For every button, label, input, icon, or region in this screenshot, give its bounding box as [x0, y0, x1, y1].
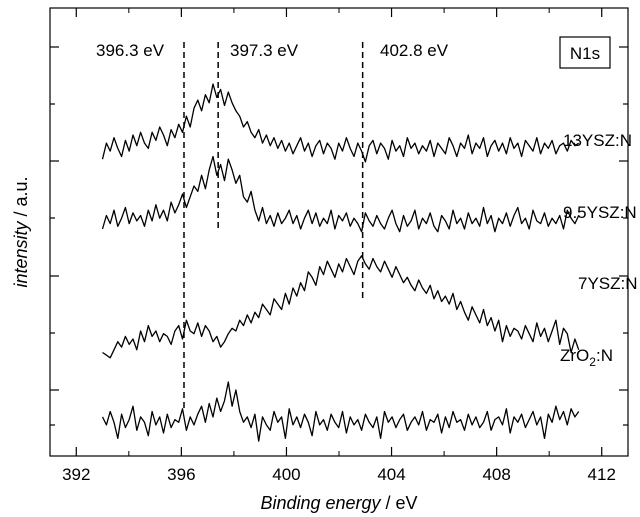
x-tick-label: 404 — [377, 465, 405, 484]
core-level-label: N1s — [570, 44, 600, 63]
reference-line-label: 402.8 eV — [380, 41, 449, 60]
reference-line-label: 396.3 eV — [96, 41, 165, 60]
series-label: ZrO2:N — [560, 346, 613, 369]
core-level-box — [559, 36, 611, 69]
series-line-95yszn — [101, 155, 580, 233]
x-tick-label: 396 — [167, 465, 195, 484]
annotations: ZrO2:N 7YSZ:N 9.5YSZ:N 13YSZ:N 396.3 eV 397.3… — [96, 36, 638, 412]
axes: 392 396 400 404 408 412 Binding energy / eV int… — [11, 7, 629, 513]
plot-frame — [49, 7, 629, 457]
series-line-13yszn — [101, 83, 580, 163]
series-label: 13YSZ:N — [563, 131, 632, 150]
x-tick-label: 412 — [588, 465, 616, 484]
x-tick-label: 400 — [272, 465, 300, 484]
series-label: 7YSZ:N — [578, 274, 638, 293]
series-line-7yszn — [102, 255, 580, 359]
y-axis-title: intensity / a.u. — [11, 176, 31, 287]
x-tick-label: 408 — [482, 465, 510, 484]
series-label: 9.5YSZ:N — [563, 203, 637, 222]
x-axis-title: Binding energy / eV — [260, 493, 417, 513]
x-tick-label: 392 — [62, 465, 90, 484]
series-lines — [101, 83, 580, 442]
reference-line-label: 397.3 eV — [230, 41, 299, 60]
series-line-zro2n — [101, 381, 580, 442]
